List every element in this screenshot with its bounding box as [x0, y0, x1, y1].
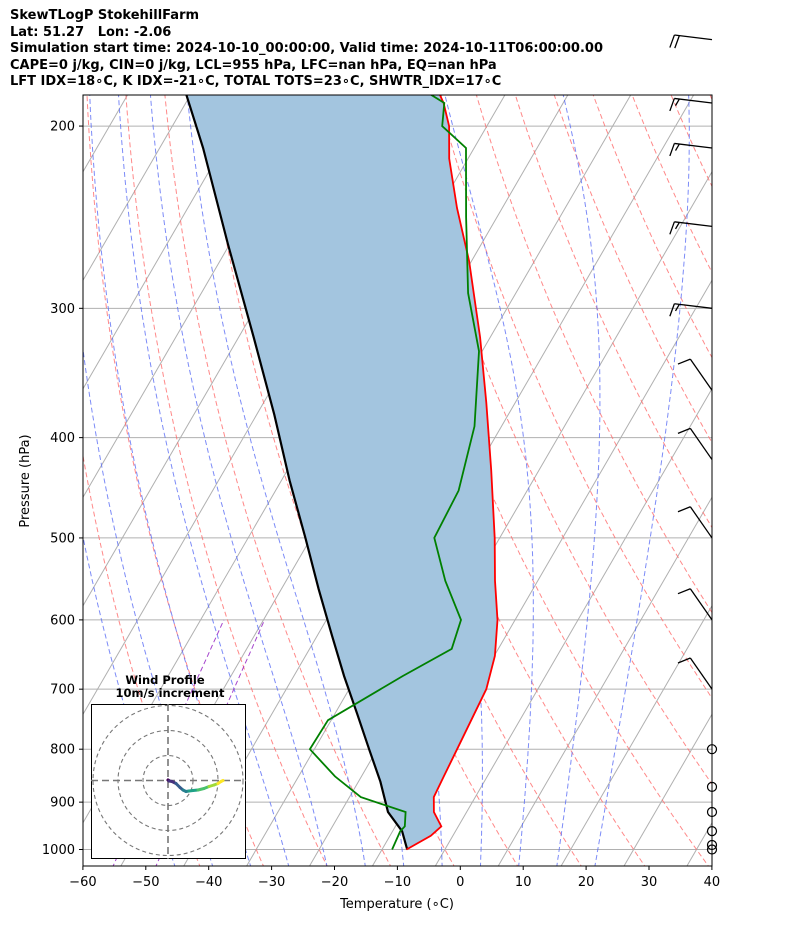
moist-adiabat — [556, 95, 601, 866]
isotherm — [246, 95, 695, 866]
time-line: Simulation start time: 2024-10-10_00:00:… — [10, 41, 603, 56]
wind-barb-feather — [674, 304, 680, 312]
dry-adiabat — [631, 95, 712, 274]
dry-adiabat — [514, 95, 712, 529]
x-axis-label: Temperature (∘C) — [339, 897, 454, 912]
dry-adiabat — [592, 95, 712, 359]
title: SkewTLogP StokehillFarm — [10, 8, 200, 23]
moist-adiabat — [444, 95, 534, 866]
dry-adiabat — [359, 95, 709, 866]
wind-barb — [674, 142, 713, 149]
wind-barb — [674, 303, 713, 309]
wind-barb-feather — [677, 358, 691, 365]
cin-shaded-region — [186, 95, 498, 850]
wind-barbs — [669, 34, 718, 855]
dry-adiabat — [700, 0, 794, 876]
x-tick-label: −60 — [69, 875, 96, 890]
dewpoint-line — [308, 95, 480, 850]
x-tick-label: 20 — [578, 875, 595, 890]
y-tick-label: 1000 — [42, 843, 75, 858]
x-tick-label: −20 — [321, 875, 348, 890]
y-axis-label: Pressure (hPa) — [18, 434, 33, 527]
wind-barb — [674, 97, 713, 104]
index-line: LFT IDX=18∘C, K IDX=-21∘C, TOTAL TOTS=23… — [10, 74, 502, 89]
y-tick-label: 500 — [50, 531, 75, 546]
x-axis-ticks: −60 −50 −40 −30 −20 −10 0 10 20 30 40 — [69, 866, 720, 890]
y-axis-ticks: 1002003004005006007008009001000 — [42, 120, 83, 858]
wind-barb-feather — [674, 143, 680, 151]
y-tick-label: 400 — [50, 431, 75, 446]
wind-barb-feather — [669, 221, 675, 235]
hodograph-segment — [219, 779, 225, 783]
wind-barb-feather — [674, 222, 680, 230]
x-tick-label: −30 — [258, 875, 285, 890]
dry-adiabat — [164, 95, 392, 866]
wind-barb-feather — [669, 303, 675, 317]
dry-adiabat — [553, 95, 712, 444]
chart-header: SkewTLogP StokehillFarm Lat: 51.27 Lon: … — [10, 8, 603, 91]
wind-barb — [674, 34, 713, 41]
isotherm — [183, 95, 632, 866]
cape-line: CAPE=0 j/kg, CIN=0 j/kg, LCL=955 hPa, LF… — [10, 57, 497, 73]
parcel-profile-line — [185, 95, 409, 850]
wind-barb — [689, 657, 713, 690]
dry-adiabat — [125, 95, 328, 866]
hodograph-subtitle: 10m/s increment — [116, 686, 225, 700]
wind-barb — [689, 506, 713, 539]
wind-barb-feather — [677, 657, 691, 664]
dry-adiabat — [475, 95, 712, 614]
wind-barb-feather — [677, 427, 691, 434]
location-line: Lat: 51.27 Lon: -2.06 — [10, 24, 172, 40]
isotherm — [434, 387, 712, 866]
dry-adiabat — [732, 0, 794, 876]
wind-barb — [689, 588, 713, 621]
y-tick-label: 300 — [50, 302, 75, 317]
x-tick-label: 10 — [515, 875, 532, 890]
moist-adiabat — [83, 345, 214, 866]
wind-barb-feather — [677, 588, 691, 595]
x-tick-label: 0 — [456, 875, 464, 890]
data-layer — [185, 95, 499, 851]
wind-barb-feather — [669, 143, 675, 157]
wind-barb-feather — [669, 98, 675, 112]
moist-adiabat — [594, 95, 690, 866]
hodograph-title: Wind Profile — [125, 673, 205, 687]
y-tick-label: 800 — [50, 743, 75, 758]
moist-adiabat — [186, 95, 366, 866]
wind-barb — [674, 221, 713, 228]
x-tick-label: −10 — [384, 875, 411, 890]
wind-barb — [689, 428, 713, 460]
isotherm — [83, 95, 317, 499]
dry-adiabat — [764, 0, 794, 876]
y-tick-label: 900 — [50, 796, 75, 811]
isotherm — [83, 95, 380, 607]
isotherm — [560, 604, 712, 866]
wind-barb-feather — [674, 35, 680, 49]
temperature-line — [406, 95, 499, 851]
moist-adiabat — [149, 95, 328, 866]
moist-adiabat — [118, 95, 290, 866]
dry-adiabat — [436, 95, 712, 700]
y-tick-label: 200 — [50, 120, 75, 135]
wind-barb — [689, 358, 713, 391]
moist-adiabat — [89, 95, 252, 866]
x-tick-label: −50 — [132, 875, 159, 890]
x-tick-label: 40 — [704, 875, 721, 890]
y-tick-label: 600 — [50, 613, 75, 628]
wind-barb-feather — [674, 98, 680, 106]
isotherm — [497, 496, 712, 866]
isotherm — [83, 95, 254, 390]
x-tick-label: −40 — [195, 875, 222, 890]
y-tick-label: 700 — [50, 683, 75, 698]
wind-barb-feather — [677, 506, 691, 513]
wind-barb-feather — [669, 34, 675, 48]
x-tick-label: 30 — [641, 875, 658, 890]
